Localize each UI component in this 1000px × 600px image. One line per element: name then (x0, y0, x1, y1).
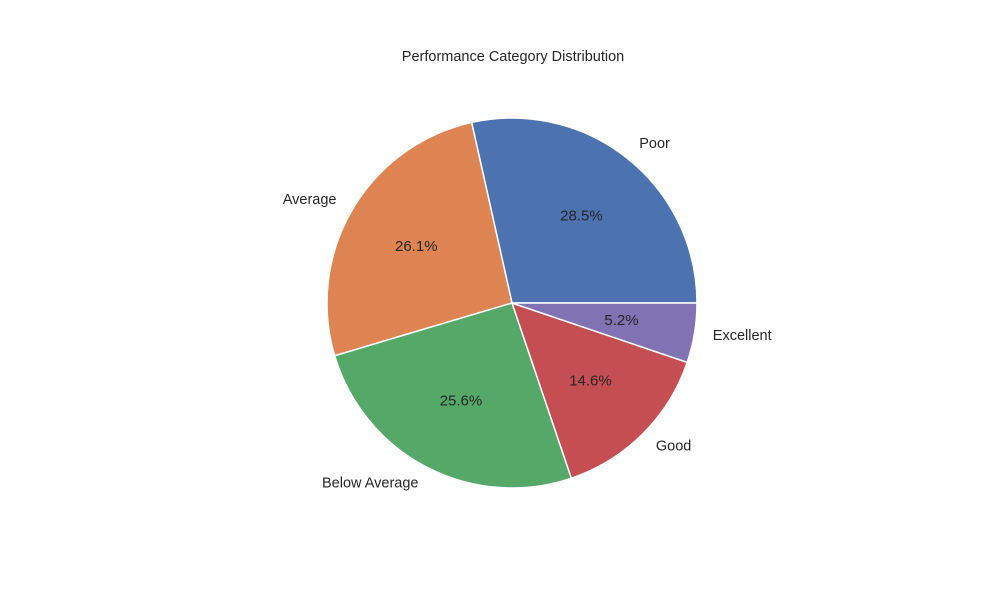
pie-slice-poor (470, 117, 698, 304)
pie-slice-good (511, 302, 688, 479)
slice-percent-average: 26.1% (395, 238, 438, 255)
slice-percent-good: 14.6% (569, 372, 612, 389)
slice-percent-poor: 28.5% (560, 207, 603, 224)
slice-percent-below-average: 25.6% (440, 393, 483, 410)
pie-slices (326, 117, 698, 489)
pie-slice-average (326, 121, 513, 357)
pie-labels: Poor 28.5% Average 26.1% Below Average 25.6% G… (283, 136, 772, 492)
pie-slice-excellent (511, 302, 698, 364)
slice-label-below-average: Below Average (322, 476, 418, 492)
slice-label-average: Average (283, 192, 337, 208)
slice-label-excellent: Excellent (713, 328, 772, 344)
chart-title: Performance Category Distribution (401, 49, 625, 65)
slice-percent-excellent: 5.2% (604, 312, 638, 329)
pie-slice-below-average (333, 302, 573, 489)
slice-label-good: Good (656, 439, 691, 455)
slice-label-poor: Poor (639, 136, 670, 152)
